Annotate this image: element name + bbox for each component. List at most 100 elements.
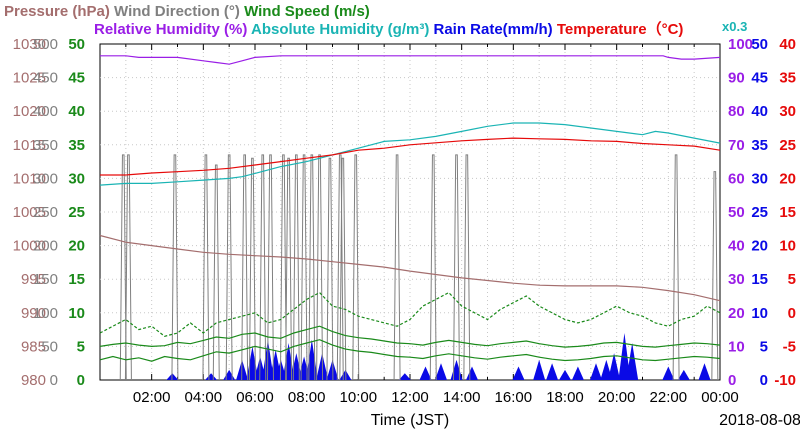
humidity-tick-label: 40 <box>728 238 745 255</box>
series-line-5 <box>99 291 721 337</box>
pressure-tick-label: 1010 <box>13 170 46 187</box>
rain-rate-burst <box>571 366 584 380</box>
title1-part-0: Pressure (hPa) <box>4 3 110 20</box>
wind-speed-tick-label: 20 <box>68 238 85 255</box>
rain-rate-tick-label: 35 <box>751 137 768 154</box>
wind-direction-spike <box>259 154 267 381</box>
humidity-tick-label: 30 <box>728 271 745 288</box>
rain-rate-burst <box>626 343 639 380</box>
wind-direction-spike <box>453 154 460 381</box>
humidity-tick-label: 60 <box>728 170 745 187</box>
temperature-tick-label: 35 <box>779 70 796 87</box>
wind-direction-spike <box>393 154 401 381</box>
pressure-tick-label: 1005 <box>13 204 46 221</box>
humidity-tick-label: 20 <box>728 305 745 322</box>
rain-rate-burst <box>205 373 218 380</box>
wind-direction-spike <box>292 154 300 381</box>
wind-speed-tick-label: 45 <box>68 70 85 87</box>
wind-direction-spike <box>339 157 347 381</box>
pressure-tick-label: 1020 <box>13 103 46 120</box>
rain-rate-burst <box>305 339 318 380</box>
wind-direction-tick-label: 150 <box>33 271 58 288</box>
temperature-tick-label: 20 <box>779 170 796 187</box>
wind-direction-spike <box>300 154 308 381</box>
rain-rate-burst <box>662 366 675 380</box>
wind-direction-tick-label: 250 <box>33 204 58 221</box>
series-line-4 <box>99 339 721 362</box>
x-tick-label: 20:00 <box>598 389 636 406</box>
wind-speed-tick-label: 5 <box>77 338 85 355</box>
temperature-tick-label: 30 <box>779 103 796 120</box>
x-tick-label: 12:00 <box>391 389 429 406</box>
wind-direction-spike <box>336 154 344 381</box>
pressure-tick-label: 1025 <box>13 70 46 87</box>
rain-rate-burst <box>223 369 236 380</box>
title1-part-2: Wind Speed (m/s) <box>240 3 370 20</box>
wind-direction-tick-label: 350 <box>33 137 58 154</box>
pressure-tick-label: 980 <box>21 372 46 389</box>
humidity-tick-label: 0 <box>728 372 736 389</box>
wind-speed-tick-label: 10 <box>68 305 85 322</box>
wind-direction-spike <box>308 154 316 381</box>
rain-rate-tick-label: 50 <box>751 36 768 53</box>
wind-direction-spike <box>202 154 210 381</box>
title2-part-0: Relative Humidity (%) <box>94 21 247 38</box>
pressure-tick-label: 995 <box>21 271 46 288</box>
x-tick-label: 22:00 <box>650 389 688 406</box>
x-tick-label: 04:00 <box>185 389 223 406</box>
wind-direction-tick-label: 100 <box>33 305 58 322</box>
chart-title-line1: Pressure (hPa) Wind Direction (°) Wind S… <box>4 3 370 20</box>
wind-direction-tick-label: 200 <box>33 238 58 255</box>
temperature-tick-label: 10 <box>779 238 796 255</box>
wind-speed-tick-label: 30 <box>68 170 85 187</box>
humidity-tick-label: 80 <box>728 103 745 120</box>
humidity-tick-label: 70 <box>728 137 745 154</box>
rain-rate-tick-label: 25 <box>751 204 768 221</box>
rain-rate-tick-label: 40 <box>751 103 768 120</box>
rain-rate-burst <box>435 363 447 380</box>
temperature-tick-label: 25 <box>779 137 796 154</box>
wind-speed-tick-label: 25 <box>68 204 85 221</box>
rain-rate-burst <box>677 369 690 380</box>
rain-rate-tick-label: 0 <box>760 372 768 389</box>
rain-rate-burst <box>398 373 411 380</box>
wind-direction-spike <box>119 154 127 381</box>
rain-rate-tick-label: 45 <box>751 70 768 87</box>
pressure-tick-label: 990 <box>21 305 46 322</box>
title2-part-2: Rain Rate(mm/h) <box>429 21 552 38</box>
x-tick-label: 16:00 <box>495 389 533 406</box>
wind-direction-spike <box>279 154 287 381</box>
rain-rate-tick-label: 30 <box>751 170 768 187</box>
rain-rate-burst <box>698 363 711 380</box>
rain-rate-burst <box>546 363 559 380</box>
temperature-tick-label: 0 <box>788 305 796 322</box>
pressure-tick-label: 1015 <box>13 137 46 154</box>
wind-direction-spike <box>171 154 179 381</box>
humidity-tick-label: 10 <box>728 338 745 355</box>
x-tick-label: 18:00 <box>546 389 584 406</box>
wind-direction-tick-label: 500 <box>33 36 58 53</box>
wind-direction-tick-label: 0 <box>50 372 58 389</box>
x-tick-label: 08:00 <box>288 389 326 406</box>
wind-direction-tick-label: 450 <box>33 70 58 87</box>
rain-rate-burst <box>590 363 602 380</box>
x-tick-label: 06:00 <box>236 389 274 406</box>
x-axis-label: Time (JST) <box>371 412 450 429</box>
rain-rate-burst <box>533 359 546 380</box>
series-line-1 <box>99 122 721 186</box>
x-tick-label: 14:00 <box>443 389 481 406</box>
temperature-tick-label: 5 <box>788 271 796 288</box>
wind-speed-tick-label: 40 <box>68 103 85 120</box>
rain-rate-burst <box>419 366 432 380</box>
humidity-tick-label: 50 <box>728 204 745 221</box>
rain-rate-tick-label: 20 <box>751 238 768 255</box>
wind-speed-tick-label: 0 <box>77 372 85 389</box>
x-tick-label: 00:00 <box>701 389 739 406</box>
wind-direction-spike <box>672 154 680 381</box>
title2-part-1: Absolute Humidity (g/m³) <box>247 21 429 38</box>
wind-direction-spike <box>248 157 256 381</box>
wind-speed-tick-label: 50 <box>68 36 85 53</box>
rain-rate-tick-label: 5 <box>760 338 768 355</box>
wind-direction-spike <box>212 164 220 381</box>
